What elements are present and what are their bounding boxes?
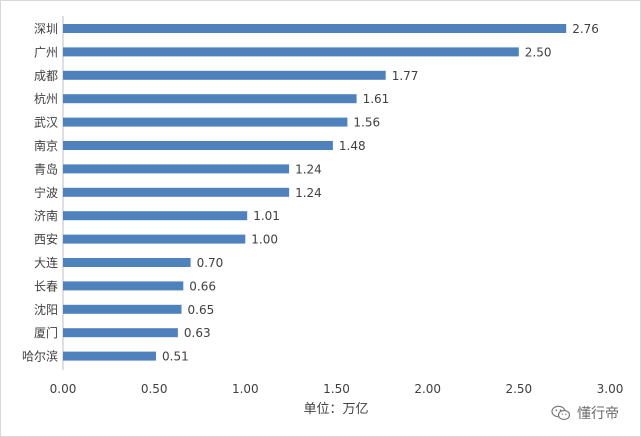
bar bbox=[63, 258, 191, 267]
data-label: 1.48 bbox=[339, 139, 366, 153]
data-label: 0.66 bbox=[189, 279, 216, 293]
x-tick-label: 0.50 bbox=[141, 382, 168, 396]
category-label: 哈尔滨 bbox=[22, 349, 58, 364]
category-label: 沈阳 bbox=[34, 302, 58, 317]
x-tick-label: 1.50 bbox=[323, 382, 350, 396]
data-label: 1.61 bbox=[363, 92, 390, 106]
category-label: 武汉 bbox=[34, 116, 58, 130]
x-axis-title: 单位：万亿 bbox=[303, 402, 368, 417]
category-label: 西安 bbox=[34, 232, 58, 247]
data-label: 1.24 bbox=[295, 162, 322, 176]
bar bbox=[63, 24, 567, 33]
data-label: 2.50 bbox=[525, 45, 552, 59]
bar bbox=[63, 164, 290, 174]
data-label: 0.63 bbox=[184, 326, 211, 340]
category-label: 青岛 bbox=[34, 161, 58, 176]
category-label: 杭州 bbox=[34, 91, 58, 106]
data-label: 0.51 bbox=[162, 350, 189, 364]
bar bbox=[63, 187, 290, 197]
data-label: 1.01 bbox=[253, 209, 280, 223]
x-tick-label: 2.50 bbox=[505, 382, 532, 396]
category-label: 深圳 bbox=[34, 22, 58, 36]
watermark: 懂行帝 bbox=[551, 403, 619, 423]
x-tick-label: 2.00 bbox=[414, 382, 441, 396]
x-tick-label: 0.00 bbox=[50, 382, 77, 396]
bar bbox=[63, 47, 519, 57]
bar bbox=[63, 351, 156, 361]
bar bbox=[63, 117, 348, 127]
x-tick-label: 3.00 bbox=[597, 382, 624, 396]
category-label: 大连 bbox=[34, 255, 58, 270]
bar bbox=[63, 141, 333, 150]
data-label: 1.77 bbox=[392, 69, 419, 83]
x-tick-label: 1.00 bbox=[232, 382, 259, 396]
wechat-icon bbox=[551, 405, 571, 421]
category-label: 济南 bbox=[34, 208, 58, 223]
data-label: 0.65 bbox=[188, 303, 215, 317]
category-label: 广州 bbox=[34, 45, 58, 59]
category-label: 南京 bbox=[34, 138, 58, 153]
category-label: 成都 bbox=[34, 69, 58, 83]
data-label: 1.24 bbox=[295, 186, 322, 200]
category-label: 宁波 bbox=[34, 185, 58, 200]
category-label: 长春 bbox=[34, 279, 58, 293]
bar bbox=[63, 328, 178, 338]
data-label: 1.00 bbox=[251, 233, 278, 247]
bar bbox=[63, 211, 248, 221]
data-label: 1.56 bbox=[353, 116, 380, 130]
category-label: 厦门 bbox=[34, 325, 58, 340]
bar bbox=[63, 304, 182, 314]
bar bbox=[63, 94, 357, 104]
watermark-text: 懂行帝 bbox=[577, 406, 619, 422]
data-label: 2.76 bbox=[572, 22, 599, 36]
data-label: 0.70 bbox=[197, 256, 224, 270]
bar bbox=[63, 281, 184, 291]
bar bbox=[63, 234, 246, 244]
bar bbox=[63, 70, 386, 80]
